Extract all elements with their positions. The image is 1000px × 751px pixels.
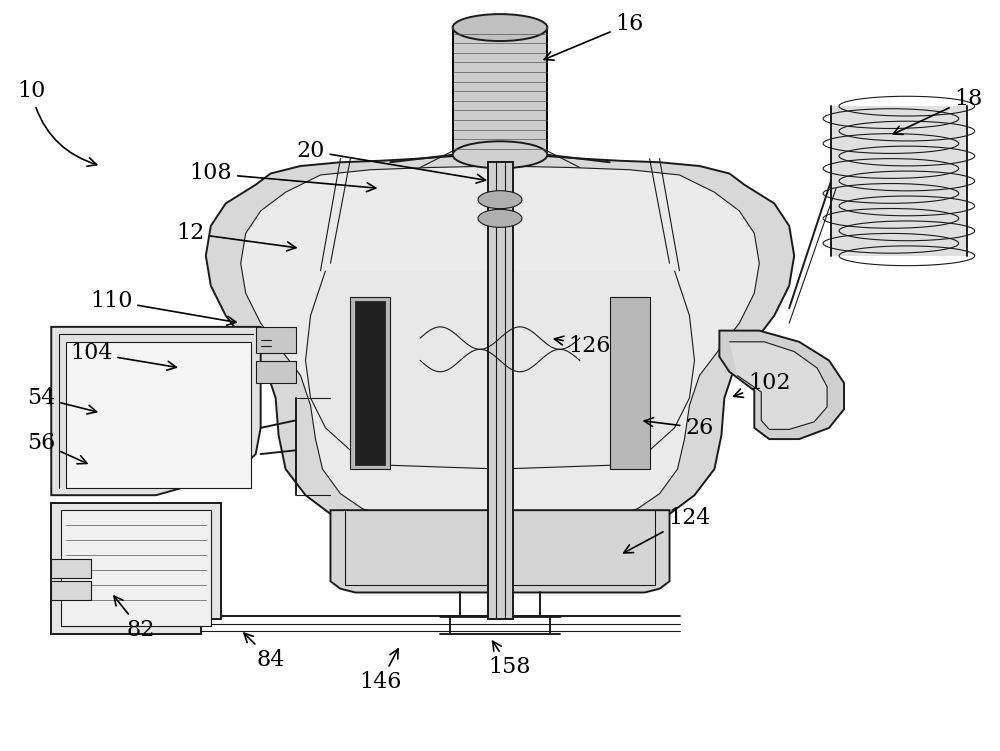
Bar <box>61 510 211 626</box>
Bar <box>51 559 91 578</box>
Polygon shape <box>306 271 694 469</box>
Polygon shape <box>330 510 670 593</box>
Text: 146: 146 <box>359 649 402 693</box>
Polygon shape <box>350 297 390 469</box>
Text: 104: 104 <box>70 342 176 370</box>
Text: 18: 18 <box>893 88 983 134</box>
Text: 82: 82 <box>114 596 155 641</box>
Text: 54: 54 <box>27 387 97 414</box>
Bar <box>66 342 251 487</box>
Polygon shape <box>206 154 794 525</box>
Polygon shape <box>729 342 827 430</box>
Text: 84: 84 <box>244 633 285 671</box>
Text: 26: 26 <box>644 417 714 439</box>
Polygon shape <box>51 327 261 495</box>
Ellipse shape <box>478 191 522 209</box>
Text: 124: 124 <box>624 507 711 553</box>
Bar <box>51 581 91 600</box>
Text: 158: 158 <box>489 641 531 678</box>
Text: 102: 102 <box>734 372 790 397</box>
Polygon shape <box>241 166 759 517</box>
Text: 126: 126 <box>554 335 611 357</box>
Text: 20: 20 <box>296 140 485 183</box>
Bar <box>355 300 385 466</box>
Text: 12: 12 <box>177 222 296 251</box>
Bar <box>488 162 513 619</box>
Bar <box>256 360 296 383</box>
Bar <box>453 28 547 155</box>
Text: 108: 108 <box>189 162 376 192</box>
Text: 56: 56 <box>27 432 87 464</box>
Ellipse shape <box>453 141 547 168</box>
Ellipse shape <box>453 14 547 41</box>
Bar <box>256 327 296 353</box>
Text: 110: 110 <box>90 290 236 325</box>
Polygon shape <box>719 330 844 439</box>
Bar <box>831 106 967 256</box>
Text: 16: 16 <box>544 13 644 60</box>
Text: 10: 10 <box>17 80 97 166</box>
Ellipse shape <box>478 210 522 228</box>
Polygon shape <box>610 297 650 469</box>
Polygon shape <box>51 502 221 634</box>
